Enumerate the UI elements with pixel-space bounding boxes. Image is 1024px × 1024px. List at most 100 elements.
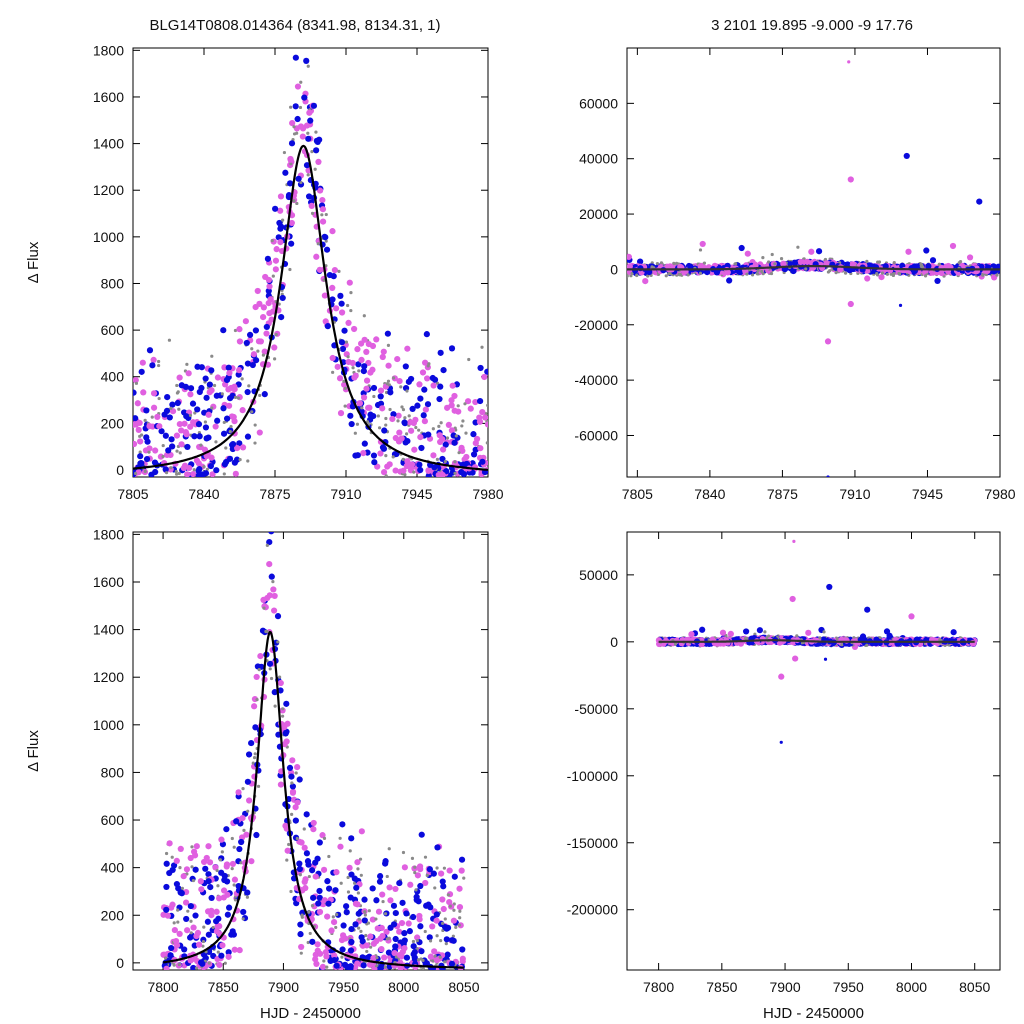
gray-point <box>290 781 294 785</box>
magenta-point <box>805 629 812 636</box>
magenta-point <box>627 263 633 270</box>
top-left-ytick-label: 0 <box>116 462 124 478</box>
magenta-point <box>365 340 372 348</box>
gray-point <box>233 328 238 333</box>
blue-point <box>401 937 408 944</box>
magenta-point <box>400 467 407 474</box>
blue-point <box>243 339 250 347</box>
magenta-point <box>481 373 488 381</box>
gray-point <box>356 867 360 871</box>
magenta-point <box>377 935 384 942</box>
magenta-point <box>277 781 285 788</box>
magenta-point <box>173 857 180 864</box>
blue-point <box>340 922 347 929</box>
gray-point <box>334 925 338 930</box>
magenta-point <box>281 741 288 748</box>
magenta-point <box>425 467 432 475</box>
gray-point <box>262 606 266 610</box>
gray-point <box>134 381 139 385</box>
bottom-left-xlabel: HJD - 2450000 <box>260 1005 361 1022</box>
gray-point <box>360 406 364 410</box>
magenta-point <box>642 277 649 285</box>
gray-point <box>242 828 246 832</box>
magenta-point <box>150 356 157 363</box>
gray-point <box>310 904 315 908</box>
magenta-point <box>226 369 233 377</box>
blue-point <box>371 459 378 466</box>
top-left-ytick-label: 400 <box>101 369 125 385</box>
magenta-point <box>467 405 474 412</box>
bottom-left-ytick-label: 0 <box>116 955 124 971</box>
magenta-point <box>949 242 957 250</box>
blue-point <box>390 411 397 418</box>
blue-point <box>248 739 255 747</box>
magenta-point <box>308 202 315 209</box>
magenta-point <box>266 561 273 568</box>
magenta-point <box>365 404 372 411</box>
gray-point <box>322 836 327 840</box>
blue-point <box>407 375 415 383</box>
blue-point <box>244 778 251 785</box>
magenta-point <box>416 916 423 923</box>
gray-point <box>177 407 181 411</box>
magenta-point <box>905 248 912 255</box>
bottom-right-ytick-label: -100000 <box>567 768 619 784</box>
magenta-point <box>178 441 185 448</box>
bottom-left-ytick-label: 400 <box>101 860 125 876</box>
gray-point <box>427 362 431 366</box>
gray-point <box>702 261 707 265</box>
magenta-point <box>306 109 313 116</box>
blue-point <box>440 367 447 374</box>
magenta-point <box>396 951 404 959</box>
blue-point <box>417 395 424 402</box>
gray-point <box>403 473 407 477</box>
blue-point <box>316 136 323 143</box>
gray-point <box>386 379 391 383</box>
outlier-point <box>778 673 785 680</box>
gray-point <box>322 278 326 282</box>
gray-point <box>391 455 395 459</box>
blue-point <box>225 949 232 956</box>
blue-point <box>923 247 930 254</box>
magenta-point <box>379 891 386 898</box>
gray-point <box>376 414 380 418</box>
gray-point <box>277 675 282 679</box>
gray-point <box>253 441 257 445</box>
gray-point <box>743 636 748 640</box>
magenta-point <box>260 314 267 321</box>
bottom-right-frame <box>626 531 1001 971</box>
blue-point <box>223 415 231 422</box>
magenta-point <box>216 895 223 902</box>
blue-point <box>288 140 296 147</box>
blue-point <box>315 900 322 907</box>
magenta-point <box>232 470 239 477</box>
blue-point <box>403 910 410 917</box>
gray-point <box>314 130 318 134</box>
gray-point <box>440 921 445 925</box>
gray-point <box>220 850 224 854</box>
gray-point <box>289 105 293 109</box>
blue-point <box>439 455 446 463</box>
bottom-right-xtick-label: 8000 <box>896 979 927 995</box>
magenta-point <box>231 946 238 953</box>
magenta-point <box>150 390 158 397</box>
gray-point <box>270 238 274 243</box>
blue-point <box>355 361 362 368</box>
gray-point <box>635 273 639 277</box>
gray-point <box>174 472 179 476</box>
gray-point <box>214 440 218 444</box>
blue-point <box>272 205 279 212</box>
blue-point <box>307 117 314 124</box>
magenta-point <box>339 309 346 316</box>
magenta-point <box>387 897 394 904</box>
blue-point <box>439 878 446 885</box>
magenta-point <box>369 916 376 923</box>
gray-point <box>451 934 455 938</box>
gray-point <box>353 431 357 435</box>
magenta-point <box>193 843 200 850</box>
gray-point <box>306 940 310 945</box>
magenta-point <box>231 418 238 425</box>
magenta-point <box>176 374 183 381</box>
gray-point <box>763 630 767 634</box>
magenta-point <box>319 963 327 970</box>
